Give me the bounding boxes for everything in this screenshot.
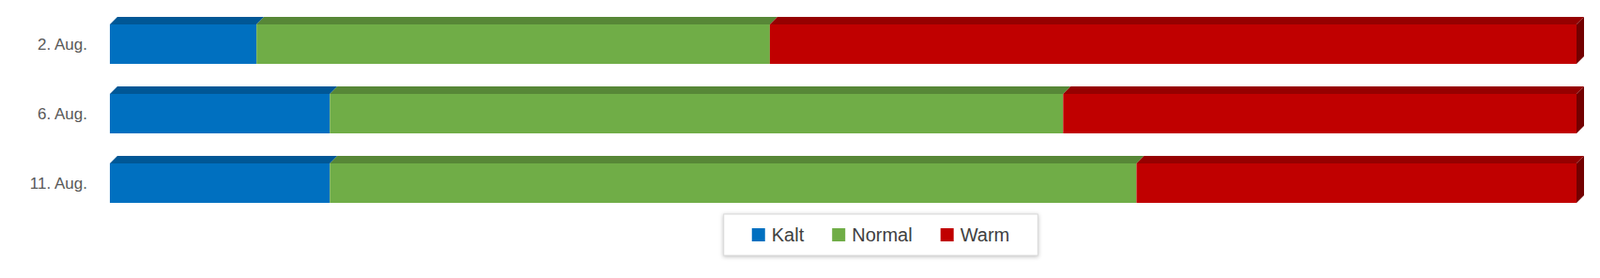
bar-segment — [109, 93, 330, 134]
legend-swatch — [831, 228, 846, 242]
legend-label: Kalt — [771, 224, 805, 246]
bar-top-face — [1062, 86, 1585, 94]
bar-segment — [1062, 93, 1577, 134]
category-label: 2. Aug. — [37, 35, 88, 54]
bar-top-face — [329, 155, 1144, 164]
bar-top-face — [769, 16, 1585, 25]
bar-segment — [256, 24, 770, 64]
bar-side-face — [1576, 155, 1585, 203]
bar-top-face — [109, 16, 264, 25]
chart-svg: 2. Aug. 6. Aug. 11. Aug. Kalt Normal Warm — [0, 0, 1600, 278]
bar-segment — [329, 163, 1137, 203]
bar-segment — [109, 163, 330, 203]
legend-label: Warm — [960, 224, 1011, 246]
bar-segment — [109, 24, 257, 64]
bar-side-face — [1576, 16, 1585, 64]
bar-segment — [769, 24, 1577, 64]
bar-segment — [329, 93, 1063, 134]
bar-side-face — [1576, 86, 1585, 134]
legend: Kalt Normal Warm — [723, 214, 1038, 256]
chart-container: 2. Aug. 6. Aug. 11. Aug. Kalt Normal Warm — [0, 0, 1600, 278]
bar-top-face — [109, 86, 338, 94]
legend-box — [723, 214, 1038, 256]
legend-label: Normal — [851, 224, 912, 246]
bar-top-face — [109, 155, 338, 164]
labels: 2. Aug. 6. Aug. 11. Aug. — [30, 35, 88, 193]
legend-swatch — [752, 228, 766, 242]
category-label: 11. Aug. — [30, 174, 88, 193]
legend-swatch — [940, 228, 954, 242]
bar-top-face — [1136, 155, 1585, 164]
bar-top-face — [256, 16, 778, 25]
bar-segment — [1136, 163, 1577, 203]
bar-top-face — [329, 86, 1071, 94]
category-label: 6. Aug. — [37, 105, 88, 124]
bars — [109, 16, 1585, 203]
